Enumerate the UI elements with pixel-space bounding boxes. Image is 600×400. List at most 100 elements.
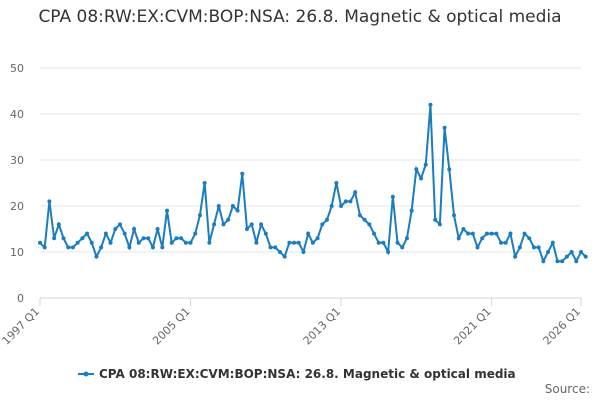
data-point xyxy=(409,208,414,213)
data-point xyxy=(52,236,57,241)
x-tick-label: 2005 Q1 xyxy=(150,305,193,348)
data-point xyxy=(555,259,560,264)
data-point xyxy=(235,208,240,213)
data-point xyxy=(324,217,329,222)
data-point xyxy=(85,231,90,236)
data-point xyxy=(541,259,546,264)
data-point xyxy=(428,102,433,107)
data-point xyxy=(61,236,66,241)
source: Source: xyxy=(545,382,590,396)
data-point xyxy=(353,190,358,195)
x-tick-label: 2026 Q1 xyxy=(541,305,584,348)
data-point xyxy=(451,213,456,218)
data-point xyxy=(254,240,259,245)
data-point xyxy=(513,254,518,259)
data-point xyxy=(320,222,325,227)
data-point xyxy=(583,254,588,259)
data-point xyxy=(381,240,386,245)
data-point xyxy=(188,240,193,245)
data-point xyxy=(47,199,52,204)
data-point xyxy=(494,231,499,236)
data-point xyxy=(579,250,583,254)
data-point xyxy=(94,254,99,259)
data-point xyxy=(221,222,226,227)
data-point xyxy=(38,240,42,245)
data-point xyxy=(489,231,494,236)
y-tick-label: 30 xyxy=(10,154,24,167)
data-point xyxy=(75,240,80,245)
data-point xyxy=(132,227,137,231)
data-point xyxy=(484,231,489,236)
data-point xyxy=(348,199,353,204)
data-point xyxy=(89,240,94,245)
data-point xyxy=(400,245,405,250)
data-point xyxy=(470,231,475,236)
data-point xyxy=(207,240,212,245)
y-tick-label: 40 xyxy=(10,108,24,121)
data-point xyxy=(240,171,245,176)
data-point xyxy=(150,245,155,250)
data-point xyxy=(503,240,508,245)
data-point xyxy=(423,162,428,167)
data-point xyxy=(475,245,480,250)
data-point xyxy=(249,222,254,227)
data-point xyxy=(372,231,377,236)
data-point xyxy=(447,167,452,172)
data-point xyxy=(334,181,339,185)
data-point xyxy=(202,181,207,185)
data-point xyxy=(287,240,292,245)
data-point xyxy=(329,204,334,208)
data-point xyxy=(480,236,485,241)
legend: CPA 08:RW:EX:CVM:BOP:NSA: 26.8. Magnetic… xyxy=(78,367,516,381)
legend-label: CPA 08:RW:EX:CVM:BOP:NSA: 26.8. Magnetic… xyxy=(99,367,516,381)
data-point xyxy=(230,204,235,208)
y-tick-label: 10 xyxy=(10,246,24,259)
data-point xyxy=(301,250,306,254)
data-point xyxy=(174,236,179,241)
data-point xyxy=(259,222,264,227)
data-point xyxy=(179,236,184,241)
data-point xyxy=(127,245,132,250)
y-tick-label: 20 xyxy=(10,200,24,213)
legend-marker xyxy=(83,371,89,377)
data-point xyxy=(103,231,108,236)
data-point xyxy=(160,245,165,250)
data-point xyxy=(343,199,348,204)
data-point xyxy=(367,222,372,227)
data-point xyxy=(376,240,381,245)
data-point xyxy=(108,240,113,245)
y-tick-label: 50 xyxy=(10,62,24,75)
data-point xyxy=(296,240,301,245)
x-tick-label: 2013 Q1 xyxy=(301,305,344,348)
data-point xyxy=(560,259,565,264)
data-point xyxy=(183,240,188,245)
data-point xyxy=(141,236,146,241)
data-point xyxy=(155,227,160,231)
data-point xyxy=(122,231,127,236)
data-point xyxy=(226,217,231,222)
data-point xyxy=(433,217,438,222)
data-point xyxy=(546,250,551,254)
data-point xyxy=(165,208,170,213)
data-point xyxy=(414,167,419,172)
data-point xyxy=(99,245,104,250)
data-point xyxy=(277,250,282,254)
data-point xyxy=(169,240,174,245)
data-point xyxy=(273,245,278,250)
data-point xyxy=(569,250,574,254)
data-point xyxy=(136,240,141,245)
data-point xyxy=(117,222,122,227)
data-point xyxy=(508,231,513,236)
data-point xyxy=(357,213,362,218)
x-tick-label: 1997 Q1 xyxy=(0,305,42,348)
data-point xyxy=(282,254,287,259)
data-point xyxy=(268,245,273,250)
data-point xyxy=(395,240,400,245)
data-point xyxy=(574,259,579,264)
data-point xyxy=(197,213,202,218)
data-point xyxy=(536,245,541,250)
data-point xyxy=(550,240,555,245)
x-tick-label: 2021 Q1 xyxy=(451,305,494,348)
